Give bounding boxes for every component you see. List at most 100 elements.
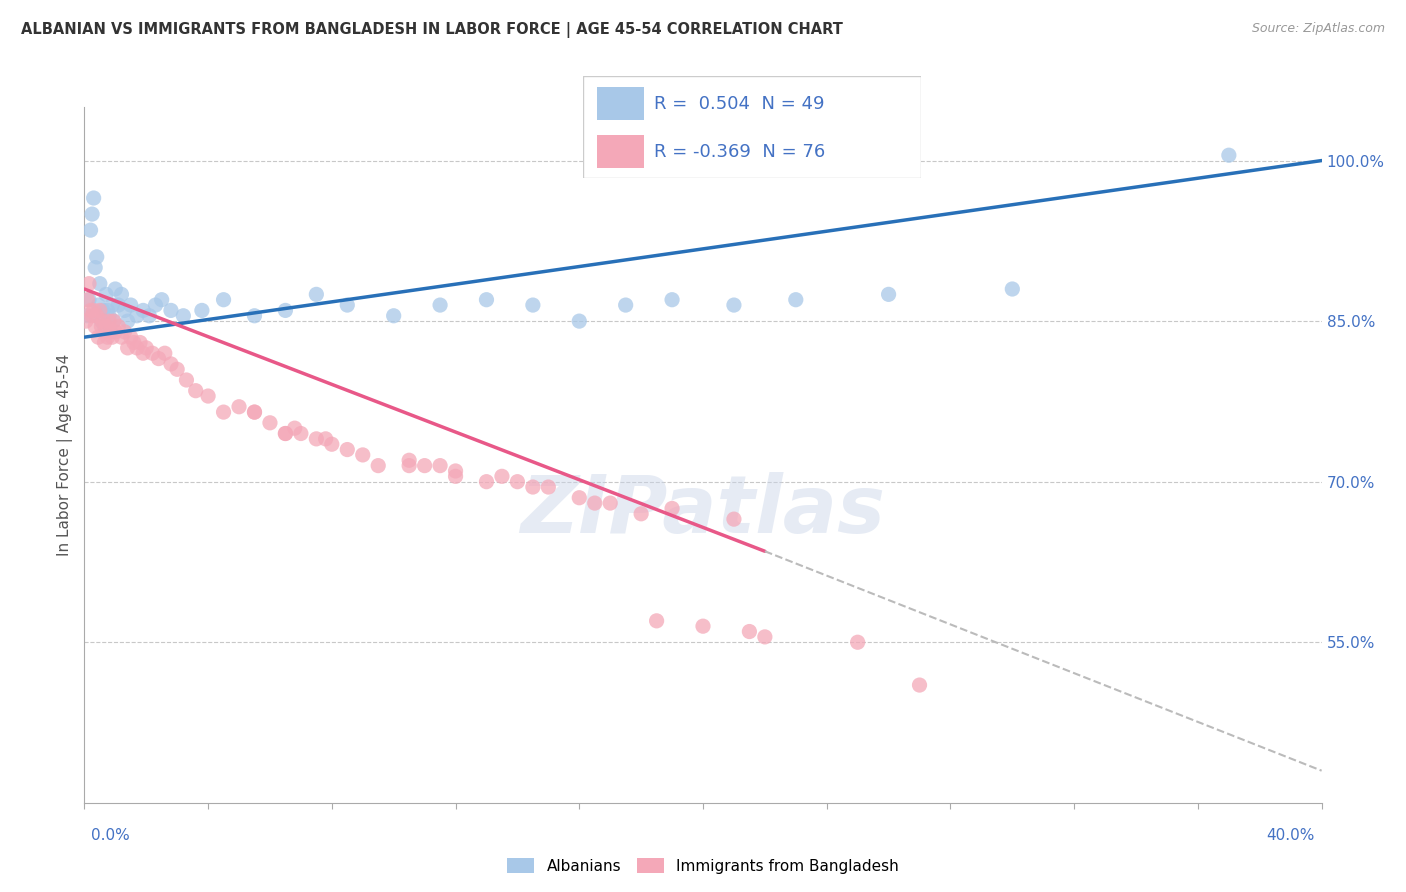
Point — [274, 303, 297, 318]
Text: 0.0%: 0.0% — [91, 828, 131, 843]
Point — [243, 405, 266, 419]
Point — [83, 303, 105, 318]
Point — [125, 309, 148, 323]
Point — [305, 287, 328, 301]
Point — [475, 293, 498, 307]
Point — [89, 277, 111, 291]
Point — [321, 437, 343, 451]
Point — [110, 287, 132, 301]
Point — [83, 191, 105, 205]
Point — [1218, 148, 1240, 162]
Point — [290, 426, 312, 441]
Text: ALBANIAN VS IMMIGRANTS FROM BANGLADESH IN LABOR FORCE | AGE 45-54 CORRELATION CH: ALBANIAN VS IMMIGRANTS FROM BANGLADESH I… — [21, 22, 844, 38]
Point — [274, 426, 297, 441]
Point — [1001, 282, 1024, 296]
Point — [86, 250, 108, 264]
Point — [352, 448, 374, 462]
Point — [82, 309, 104, 323]
Point — [114, 303, 136, 318]
Point — [98, 309, 121, 323]
Point — [93, 335, 115, 350]
Point — [135, 341, 157, 355]
Point — [212, 293, 235, 307]
Point — [90, 314, 112, 328]
Point — [101, 330, 124, 344]
Point — [97, 330, 120, 344]
Point — [82, 207, 104, 221]
Point — [132, 346, 155, 360]
Point — [846, 635, 869, 649]
Text: R =  0.504  N = 49: R = 0.504 N = 49 — [654, 95, 825, 112]
Point — [100, 325, 122, 339]
Point — [148, 351, 170, 366]
Point — [568, 491, 591, 505]
Point — [315, 432, 337, 446]
Point — [145, 298, 167, 312]
Point — [398, 453, 420, 467]
Point — [243, 405, 266, 419]
Point — [166, 362, 188, 376]
Point — [94, 319, 117, 334]
Point — [184, 384, 207, 398]
Point — [150, 293, 173, 307]
Point — [506, 475, 529, 489]
Point — [103, 314, 125, 328]
Point — [90, 319, 112, 334]
Point — [176, 373, 198, 387]
Point — [100, 325, 122, 339]
Point — [84, 319, 107, 334]
Point — [107, 298, 129, 312]
Point — [661, 293, 683, 307]
Point — [141, 346, 163, 360]
Point — [429, 298, 451, 312]
Point — [84, 260, 107, 275]
Point — [614, 298, 637, 312]
Point — [104, 282, 127, 296]
Point — [153, 346, 176, 360]
Point — [444, 464, 467, 478]
Point — [122, 335, 145, 350]
Point — [645, 614, 668, 628]
Point — [243, 309, 266, 323]
Point — [86, 309, 108, 323]
Point — [97, 303, 120, 318]
Point — [172, 309, 194, 323]
Point — [76, 309, 98, 323]
Point — [89, 303, 111, 318]
Bar — [598, 87, 644, 120]
Point — [599, 496, 621, 510]
Point — [77, 293, 100, 307]
Point — [444, 469, 467, 483]
Point — [160, 303, 183, 318]
Legend: Albanians, Immigrants from Bangladesh: Albanians, Immigrants from Bangladesh — [501, 852, 905, 880]
Text: R = -0.369  N = 76: R = -0.369 N = 76 — [654, 143, 825, 161]
Point — [692, 619, 714, 633]
Point — [120, 298, 142, 312]
Point — [197, 389, 219, 403]
Point — [117, 341, 139, 355]
Point — [91, 303, 114, 318]
Point — [132, 303, 155, 318]
Point — [537, 480, 560, 494]
Point — [228, 400, 250, 414]
Point — [120, 330, 142, 344]
Point — [738, 624, 761, 639]
Point — [284, 421, 307, 435]
Point — [191, 303, 214, 318]
Point — [429, 458, 451, 473]
Point — [382, 309, 405, 323]
Text: ZIPatlas: ZIPatlas — [520, 472, 886, 549]
Point — [129, 335, 152, 350]
Point — [138, 309, 160, 323]
Point — [87, 298, 110, 312]
Point — [104, 325, 127, 339]
Point — [91, 314, 114, 328]
Point — [522, 480, 544, 494]
Point — [413, 458, 436, 473]
Point — [568, 314, 591, 328]
Point — [336, 298, 359, 312]
Point — [274, 426, 297, 441]
Point — [101, 298, 124, 312]
Point — [125, 341, 148, 355]
Point — [491, 469, 513, 483]
